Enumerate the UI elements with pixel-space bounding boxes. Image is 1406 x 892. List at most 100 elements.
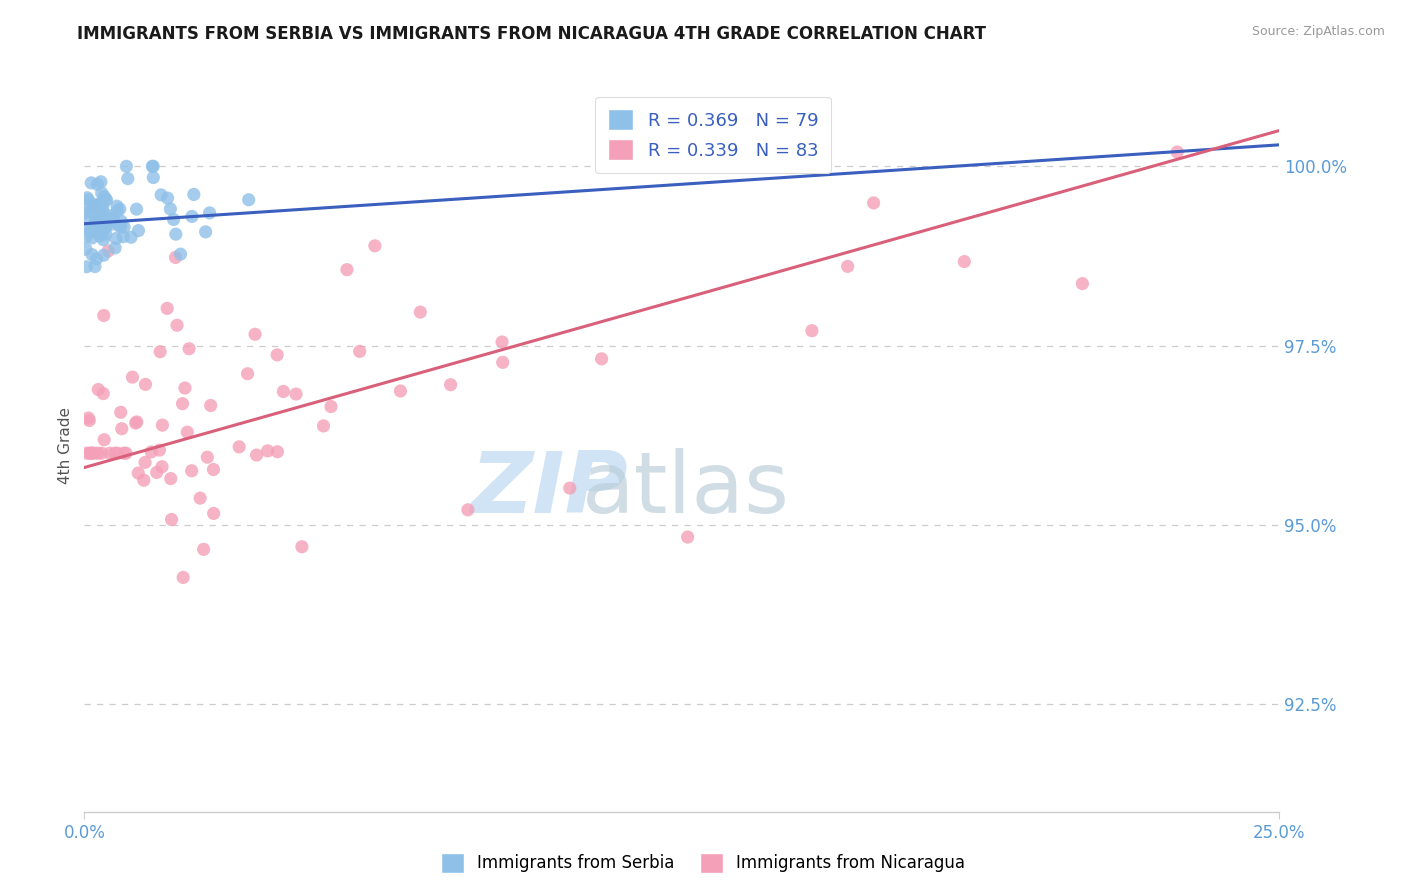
- Point: [89, 196, 111, 211]
- Point: [76, 446, 98, 460]
- Point: [105, 231, 128, 245]
- Point: [94, 227, 117, 241]
- Point: [79, 446, 101, 460]
- Point: [107, 219, 129, 233]
- Point: [80, 247, 103, 261]
- Point: [183, 187, 205, 202]
- Point: [236, 367, 259, 381]
- Point: [97, 244, 120, 258]
- Point: [159, 472, 181, 486]
- Legend: R = 0.369   N = 79, R = 0.339   N = 83: R = 0.369 N = 79, R = 0.339 N = 83: [595, 96, 831, 173]
- Text: ZIP: ZIP: [471, 449, 628, 532]
- Point: [121, 370, 143, 384]
- Point: [94, 220, 117, 235]
- Point: [105, 446, 128, 460]
- Point: [152, 418, 174, 433]
- Point: [91, 200, 114, 214]
- Point: [86, 209, 108, 223]
- Point: [97, 219, 120, 233]
- Point: [86, 178, 108, 192]
- Point: [93, 233, 115, 247]
- Point: [80, 446, 103, 460]
- Point: [319, 400, 342, 414]
- Point: [105, 199, 128, 213]
- Point: [150, 187, 173, 202]
- Text: Source: ZipAtlas.com: Source: ZipAtlas.com: [1251, 25, 1385, 38]
- Point: [79, 224, 101, 238]
- Point: [1166, 145, 1188, 159]
- Point: [93, 248, 115, 262]
- Point: [194, 225, 217, 239]
- Point: [104, 446, 127, 460]
- Point: [110, 405, 132, 419]
- Y-axis label: 4th Grade: 4th Grade: [58, 408, 73, 484]
- Point: [87, 201, 110, 215]
- Point: [134, 455, 156, 469]
- Point: [156, 191, 179, 205]
- Point: [198, 206, 221, 220]
- Point: [389, 384, 412, 398]
- Point: [96, 193, 118, 207]
- Point: [172, 397, 194, 411]
- Point: [364, 239, 387, 253]
- Point: [84, 260, 107, 274]
- Point: [166, 318, 188, 333]
- Point: [349, 344, 371, 359]
- Point: [492, 355, 515, 369]
- Point: [91, 211, 114, 226]
- Point: [89, 201, 111, 215]
- Point: [84, 213, 107, 227]
- Point: [132, 473, 155, 487]
- Point: [112, 229, 135, 244]
- Point: [79, 413, 101, 427]
- Point: [180, 464, 202, 478]
- Point: [125, 416, 148, 430]
- Point: [77, 221, 100, 235]
- Point: [1071, 277, 1094, 291]
- Text: atlas: atlas: [582, 449, 790, 532]
- Point: [112, 220, 135, 235]
- Point: [104, 241, 127, 255]
- Point: [149, 344, 172, 359]
- Point: [174, 381, 197, 395]
- Point: [159, 202, 181, 216]
- Point: [202, 507, 225, 521]
- Point: [156, 301, 179, 316]
- Point: [75, 242, 97, 256]
- Point: [115, 159, 138, 173]
- Point: [800, 324, 823, 338]
- Point: [91, 202, 114, 217]
- Point: [439, 377, 461, 392]
- Point: [73, 206, 96, 220]
- Point: [75, 230, 97, 244]
- Point: [83, 221, 105, 235]
- Point: [89, 210, 111, 224]
- Point: [80, 231, 103, 245]
- Point: [80, 176, 103, 190]
- Point: [862, 195, 884, 210]
- Point: [134, 377, 156, 392]
- Point: [169, 247, 191, 261]
- Point: [76, 212, 98, 227]
- Point: [90, 446, 112, 460]
- Point: [188, 491, 211, 505]
- Point: [125, 202, 148, 216]
- Point: [142, 159, 165, 173]
- Point: [77, 193, 100, 207]
- Point: [110, 214, 132, 228]
- Point: [273, 384, 295, 399]
- Point: [80, 204, 103, 219]
- Point: [87, 383, 110, 397]
- Point: [172, 570, 194, 584]
- Point: [89, 229, 111, 244]
- Text: IMMIGRANTS FROM SERBIA VS IMMIGRANTS FROM NICARAGUA 4TH GRADE CORRELATION CHART: IMMIGRANTS FROM SERBIA VS IMMIGRANTS FRO…: [77, 25, 987, 43]
- Point: [591, 351, 613, 366]
- Point: [115, 446, 138, 460]
- Point: [336, 262, 359, 277]
- Point: [141, 159, 163, 173]
- Point: [84, 225, 107, 239]
- Point: [83, 206, 105, 220]
- Point: [177, 342, 200, 356]
- Point: [93, 189, 115, 203]
- Point: [193, 542, 215, 557]
